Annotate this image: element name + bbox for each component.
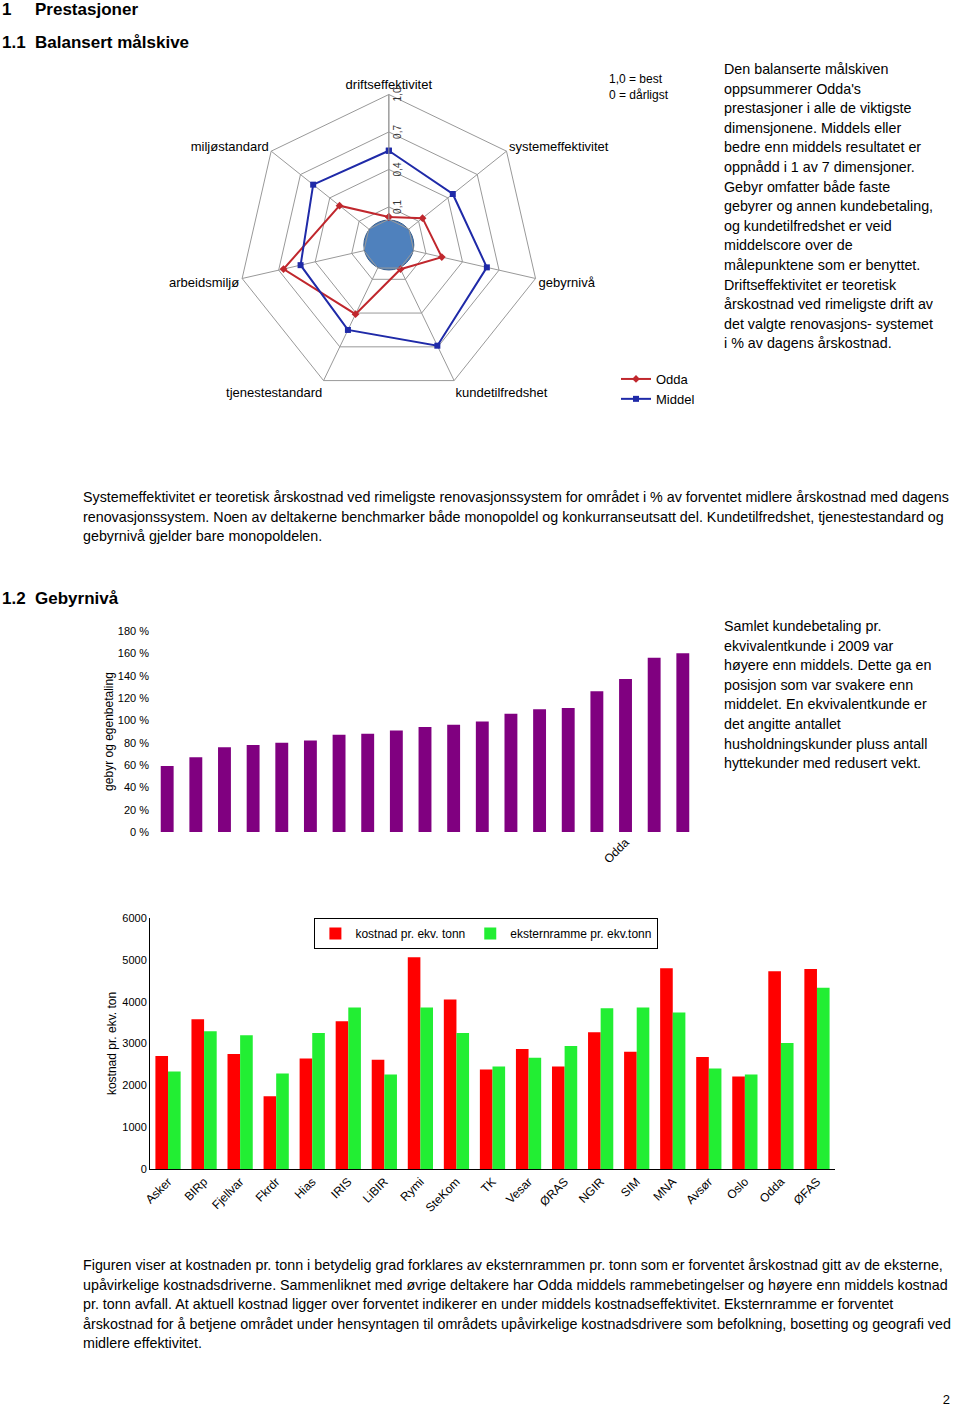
svg-text:arbeidsmiljø: arbeidsmiljø — [169, 275, 239, 290]
svg-text:LiBIR: LiBIR — [360, 1175, 391, 1206]
html-text:Systemeffektivitet er teoretis: Systemeffektivitet er teoretisk årskostn… — [83, 489, 949, 545]
svg-text:Odda: Odda — [656, 372, 689, 387]
svg-text:1000: 1000 — [122, 1121, 146, 1133]
svg-text:60 %: 60 % — [124, 759, 149, 771]
svg-text:0,7: 0,7 — [392, 125, 403, 139]
svg-text:1,0 = best0 = dårligst: 1,0 = best0 = dårligst — [609, 72, 669, 102]
svg-text:20 %: 20 % — [124, 804, 149, 816]
svg-text:6000: 6000 — [122, 912, 146, 924]
svg-text:80 %: 80 % — [124, 737, 149, 749]
html-text:Balansert målskive: Balansert målskive — [35, 33, 189, 52]
svg-text:Rymi: Rymi — [398, 1175, 427, 1204]
svg-text:miljøstandard: miljøstandard — [191, 139, 269, 154]
svg-text:gebyr og egenbetaling: gebyr og egenbetaling — [102, 672, 116, 791]
svg-text:0,1: 0,1 — [392, 200, 403, 214]
html-text:Gebyrnivå: Gebyrnivå — [35, 589, 119, 608]
svg-text:ØFAS: ØFAS — [791, 1175, 824, 1208]
svg-text:120 %: 120 % — [118, 692, 149, 704]
svg-text:IRIS: IRIS — [328, 1175, 354, 1201]
svg-text:gebyrnivå: gebyrnivå — [539, 275, 596, 290]
svg-text:driftseffektivitet: driftseffektivitet — [346, 77, 433, 92]
svg-text:ØRAS: ØRAS — [537, 1175, 571, 1209]
svg-text:0: 0 — [141, 1163, 147, 1175]
svg-text:1,0: 1,0 — [392, 87, 403, 101]
svg-text:Avsør: Avsør — [683, 1175, 715, 1207]
svg-text:180 %: 180 % — [118, 625, 149, 637]
svg-text:SIM: SIM — [618, 1175, 643, 1200]
svg-text:kostnad pr. ekv. ton: kostnad pr. ekv. ton — [105, 992, 119, 1095]
svg-text:BIRp: BIRp — [182, 1175, 211, 1204]
html-text:1.1: 1.1 — [2, 33, 26, 52]
svg-text:Oslo: Oslo — [724, 1175, 752, 1203]
svg-text:160 %: 160 % — [118, 647, 149, 659]
html-text:Figuren viser at kostnaden pr.: Figuren viser at kostnaden pr. tonn i be… — [83, 1257, 951, 1352]
html-text:2: 2 — [942, 1392, 950, 1407]
svg-text:eksternramme pr. ekv.tonn: eksternramme pr. ekv.tonn — [510, 927, 651, 941]
svg-text:kostnad pr. ekv. tonn: kostnad pr. ekv. tonn — [355, 927, 465, 941]
svg-text:2000: 2000 — [122, 1079, 146, 1091]
html-text:1: 1 — [2, 0, 12, 19]
svg-text:Odda: Odda — [757, 1175, 788, 1206]
svg-text:Asker: Asker — [143, 1175, 175, 1207]
svg-text:Odda: Odda — [601, 835, 632, 866]
svg-text:kundetilfredshet: kundetilfredshet — [455, 385, 547, 400]
svg-text:tjenestestandard: tjenestestandard — [226, 385, 322, 400]
svg-text:Middel: Middel — [656, 392, 694, 407]
svg-text:3000: 3000 — [122, 1037, 146, 1049]
html-text:Den balanserte målskiven oppsu: Den balanserte målskiven oppsummerer Odd… — [724, 61, 934, 352]
svg-text:100 %: 100 % — [118, 714, 149, 726]
svg-text:SteKom: SteKom — [423, 1175, 463, 1215]
svg-text:systemeffektivitet: systemeffektivitet — [509, 139, 609, 154]
svg-text:Hias: Hias — [292, 1175, 319, 1202]
svg-text:TK: TK — [478, 1175, 499, 1196]
svg-text:MNA: MNA — [650, 1175, 679, 1204]
svg-text:Fjellvar: Fjellvar — [209, 1175, 246, 1212]
svg-text:0,4: 0,4 — [392, 162, 403, 176]
html-text:Prestasjoner: Prestasjoner — [35, 0, 138, 19]
html-text:Samlet kundebetaling pr. ekviv: Samlet kundebetaling pr. ekvivalentkunde… — [724, 618, 932, 772]
html-text:1.2: 1.2 — [2, 589, 26, 608]
svg-text:4000: 4000 — [122, 996, 146, 1008]
svg-text:Vesar: Vesar — [503, 1175, 535, 1207]
svg-text:5000: 5000 — [122, 954, 146, 966]
svg-text:Fkrdr: Fkrdr — [253, 1175, 283, 1205]
svg-text:0 %: 0 % — [130, 826, 149, 838]
svg-text:40 %: 40 % — [124, 781, 149, 793]
svg-text:140 %: 140 % — [118, 670, 149, 682]
svg-text:NGIR: NGIR — [576, 1175, 607, 1206]
